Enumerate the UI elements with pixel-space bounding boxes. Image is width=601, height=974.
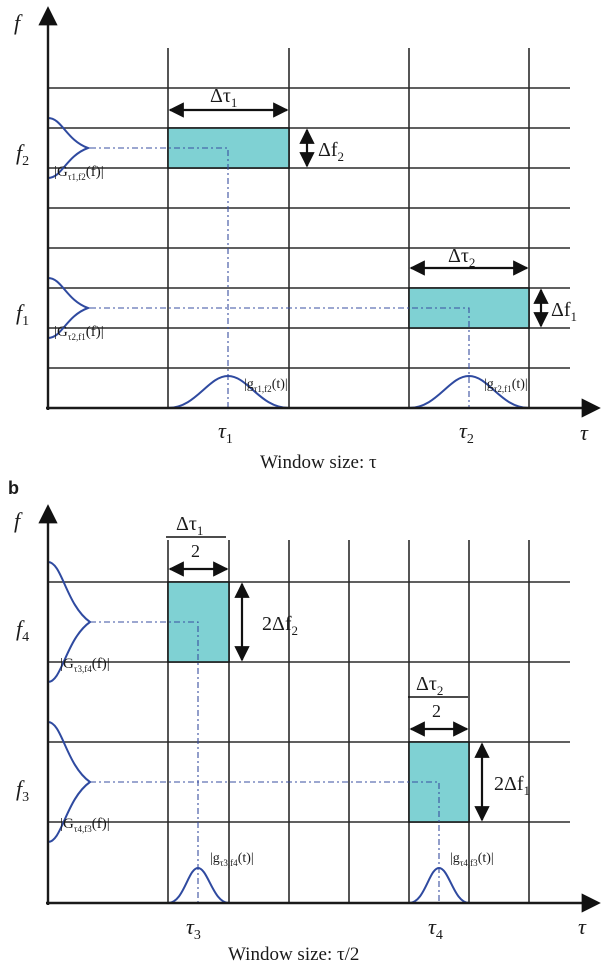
panel-b-horizontal-grid (48, 581, 570, 823)
label-G-tau4-f3: |Gτ4,f3(f)| (60, 816, 110, 834)
panel-b-label: b (8, 478, 19, 498)
panel-a-tau-axis-label: τ (580, 420, 589, 445)
time-window-curve-tau3 (167, 866, 230, 904)
label-g-tau1-f2: |gτ1,f2(t)| (244, 377, 288, 394)
panel-a: f τ f2 f1 τ1 τ2 Δτ1 Δτ2 Δf2 Δf1 |Gτ1,f2(… (14, 6, 601, 473)
projection-line-tau4-f3 (90, 781, 440, 903)
time-window-curve-tau1 (167, 374, 290, 409)
label-tau1: τ1 (218, 418, 233, 447)
panel-b-f-axis-label: f (14, 508, 23, 533)
label-f1: f1 (16, 300, 29, 329)
panel-b-vertical-grid (167, 540, 530, 903)
label-delta-tau2: Δτ2 (448, 245, 475, 270)
panel-b-window-caption: Window size: τ/2 (228, 944, 359, 965)
svg-text:Δτ2: Δτ2 (416, 673, 443, 698)
label-G-tau1-f2: |Gτ1,f2(f)| (54, 164, 104, 182)
freq-window-curve-f1 (47, 277, 91, 339)
time-window-curve-tau4 (408, 866, 470, 904)
panel-b: b (8, 478, 601, 965)
label-f4: f4 (16, 616, 29, 645)
label-f2: f2 (16, 140, 29, 169)
label-delta-f1: Δf1 (551, 299, 577, 324)
label-g-tau3-f4: |gτ3,f4(t)| (210, 851, 254, 868)
svg-text:2: 2 (432, 701, 441, 721)
label-tau4: τ4 (428, 914, 443, 943)
label-delta-f2: Δf2 (318, 139, 344, 164)
label-delta-tau1: Δτ1 (210, 85, 237, 110)
panel-a-window-caption: Window size: τ (260, 452, 377, 473)
label-tau2: τ2 (459, 418, 474, 447)
label-delta-tau1-over-2: Δτ1 2 (166, 513, 226, 561)
projection-line-tau1-f2 (90, 147, 229, 408)
label-two-delta-f1: 2Δf1 (494, 773, 530, 798)
panel-a-vertical-grid (167, 48, 530, 408)
label-g-tau4-f3: |gτ4,f3(t)| (450, 851, 494, 868)
svg-text:Δτ1: Δτ1 (176, 513, 203, 538)
label-g-tau2-f1: |gτ2,f1(t)| (484, 377, 528, 394)
projection-line-tau2-f1 (90, 307, 470, 408)
label-two-delta-f2: 2Δf2 (262, 613, 298, 638)
freq-window-curve-f3 (47, 721, 92, 843)
svg-text:2: 2 (191, 541, 200, 561)
label-tau3: τ3 (186, 914, 201, 943)
freq-window-curve-f4 (47, 561, 92, 683)
time-window-curve-tau2 (408, 374, 530, 409)
panel-a-horizontal-grid (48, 87, 570, 369)
freq-window-curve-f2 (47, 117, 91, 179)
tile-tau1-f2 (167, 127, 290, 169)
panel-b-tau-axis-label: τ (578, 914, 587, 939)
projection-line-tau3-f4 (90, 621, 199, 903)
label-G-tau2-f1: |Gτ2,f1(f)| (54, 324, 104, 342)
label-f3: f3 (16, 776, 29, 805)
label-delta-tau2-over-2: Δτ2 2 (408, 673, 468, 721)
panel-a-f-axis-label: f (14, 10, 23, 35)
label-G-tau3-f4: |Gτ3,f4(f)| (60, 656, 110, 674)
